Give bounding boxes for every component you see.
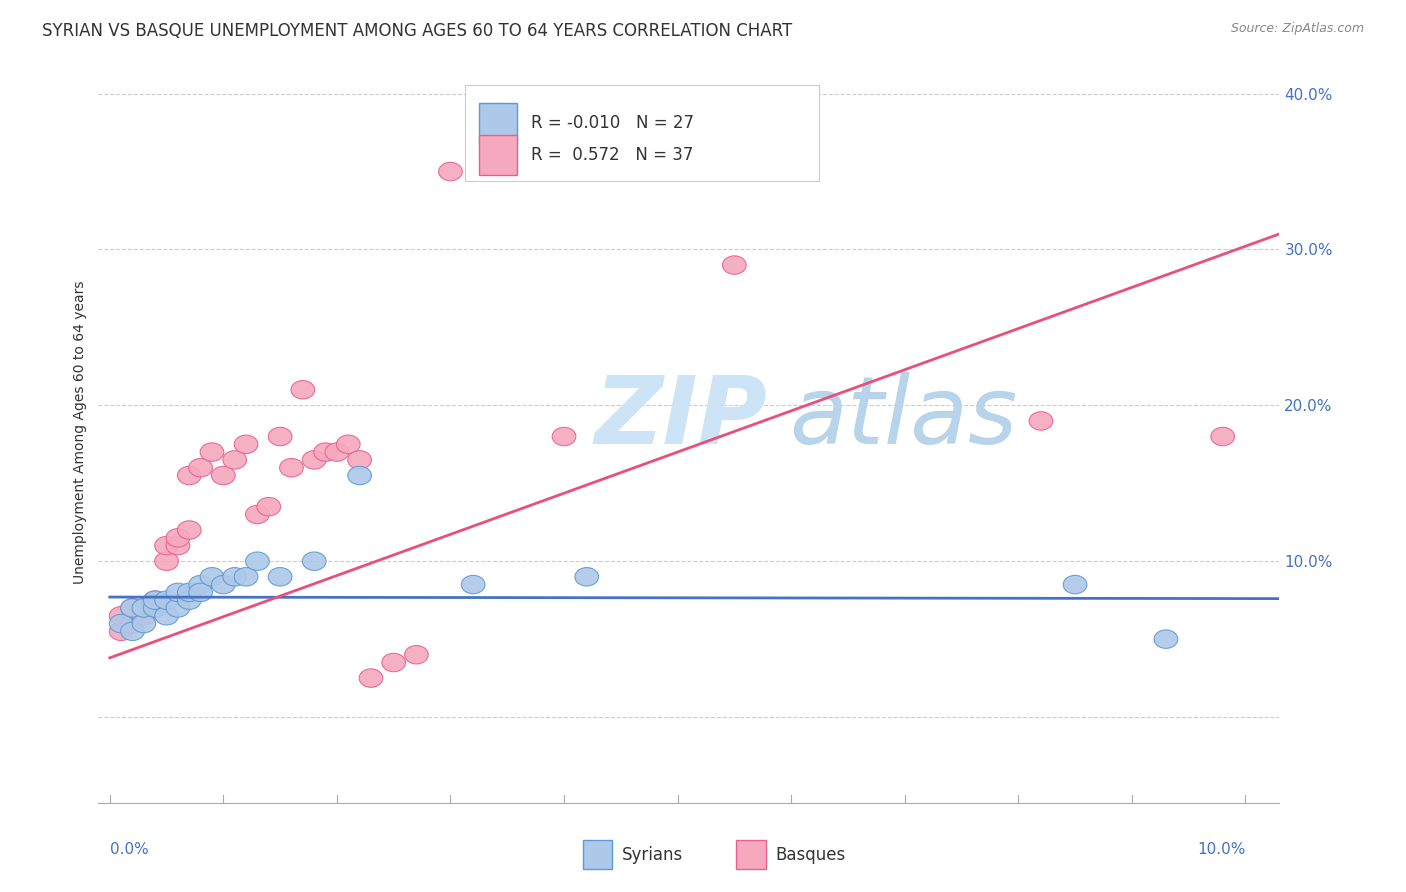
Ellipse shape [166, 599, 190, 617]
FancyBboxPatch shape [582, 840, 612, 870]
Ellipse shape [177, 467, 201, 484]
Ellipse shape [188, 458, 212, 477]
Ellipse shape [439, 162, 463, 181]
Ellipse shape [222, 450, 246, 469]
Ellipse shape [575, 567, 599, 586]
Ellipse shape [553, 427, 576, 446]
Ellipse shape [336, 435, 360, 453]
Ellipse shape [132, 599, 156, 617]
Ellipse shape [246, 505, 270, 524]
Ellipse shape [269, 427, 292, 446]
Ellipse shape [302, 450, 326, 469]
Ellipse shape [211, 575, 235, 594]
Text: 0.0%: 0.0% [110, 842, 149, 857]
Ellipse shape [291, 381, 315, 399]
Ellipse shape [143, 599, 167, 617]
FancyBboxPatch shape [478, 103, 516, 144]
Ellipse shape [143, 591, 167, 609]
Text: ZIP: ZIP [595, 372, 768, 464]
Ellipse shape [177, 591, 201, 609]
Ellipse shape [155, 591, 179, 609]
Ellipse shape [110, 607, 134, 625]
Ellipse shape [280, 458, 304, 477]
Text: R =  0.572   N = 37: R = 0.572 N = 37 [530, 146, 693, 164]
Ellipse shape [188, 583, 212, 601]
Ellipse shape [121, 622, 145, 640]
Ellipse shape [222, 567, 246, 586]
Ellipse shape [1154, 630, 1178, 648]
Ellipse shape [155, 536, 179, 555]
Ellipse shape [246, 552, 270, 570]
Ellipse shape [188, 575, 212, 594]
Ellipse shape [143, 599, 167, 617]
Ellipse shape [211, 467, 235, 484]
Ellipse shape [1211, 427, 1234, 446]
Ellipse shape [143, 591, 167, 609]
Ellipse shape [257, 498, 281, 516]
Ellipse shape [110, 622, 134, 640]
Ellipse shape [1029, 412, 1053, 430]
Ellipse shape [325, 443, 349, 461]
Ellipse shape [177, 521, 201, 540]
Ellipse shape [155, 552, 179, 570]
Ellipse shape [177, 583, 201, 601]
Text: SYRIAN VS BASQUE UNEMPLOYMENT AMONG AGES 60 TO 64 YEARS CORRELATION CHART: SYRIAN VS BASQUE UNEMPLOYMENT AMONG AGES… [42, 22, 793, 40]
Ellipse shape [155, 607, 179, 625]
Ellipse shape [235, 567, 257, 586]
Ellipse shape [235, 435, 257, 453]
Ellipse shape [302, 552, 326, 570]
Text: 10.0%: 10.0% [1197, 842, 1246, 857]
Text: Syrians: Syrians [621, 846, 683, 863]
Ellipse shape [132, 615, 156, 632]
Ellipse shape [461, 575, 485, 594]
Text: Basques: Basques [775, 846, 845, 863]
Ellipse shape [166, 536, 190, 555]
Ellipse shape [347, 467, 371, 484]
Text: Source: ZipAtlas.com: Source: ZipAtlas.com [1230, 22, 1364, 36]
FancyBboxPatch shape [478, 135, 516, 176]
Ellipse shape [132, 607, 156, 625]
Ellipse shape [1063, 575, 1087, 594]
Text: R = -0.010   N = 27: R = -0.010 N = 27 [530, 114, 693, 132]
Text: atlas: atlas [789, 372, 1018, 463]
Ellipse shape [121, 599, 145, 617]
Ellipse shape [723, 256, 747, 274]
Ellipse shape [359, 669, 382, 688]
Ellipse shape [132, 599, 156, 617]
Ellipse shape [314, 443, 337, 461]
FancyBboxPatch shape [737, 840, 766, 870]
Ellipse shape [121, 615, 145, 632]
Ellipse shape [110, 615, 134, 632]
Ellipse shape [200, 443, 224, 461]
Ellipse shape [347, 450, 371, 469]
Ellipse shape [121, 599, 145, 617]
Ellipse shape [166, 529, 190, 547]
Ellipse shape [382, 653, 405, 672]
Ellipse shape [166, 583, 190, 601]
FancyBboxPatch shape [464, 85, 818, 181]
Ellipse shape [405, 646, 429, 664]
Ellipse shape [200, 567, 224, 586]
Ellipse shape [269, 567, 292, 586]
Y-axis label: Unemployment Among Ages 60 to 64 years: Unemployment Among Ages 60 to 64 years [73, 281, 87, 584]
